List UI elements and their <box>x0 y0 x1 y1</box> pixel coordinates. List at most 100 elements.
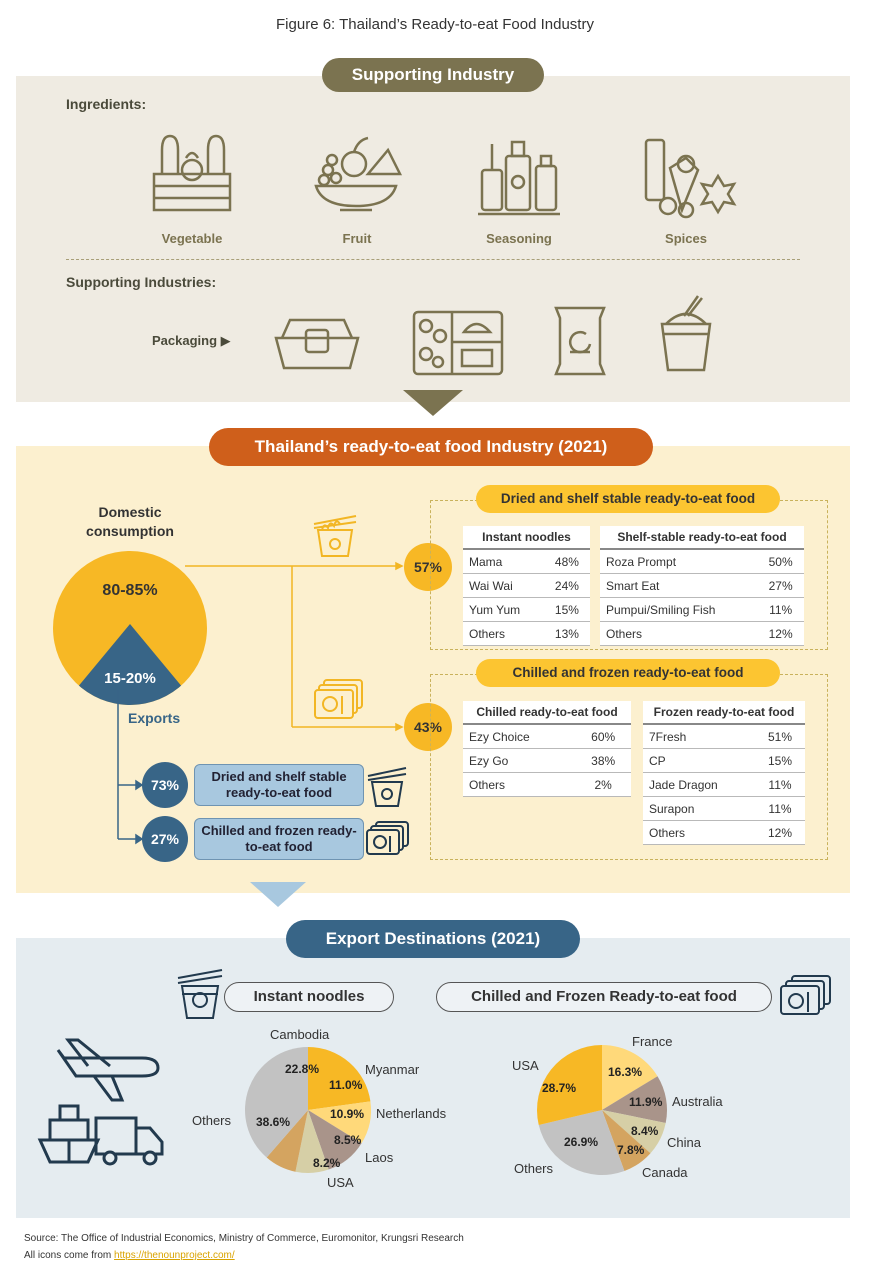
section-divider <box>66 259 800 260</box>
dried-title: Dried and shelf stable ready-to-eat food <box>476 485 780 513</box>
export-value: 15-20% <box>104 670 156 687</box>
pie1-label-laos: Laos <box>365 1150 394 1165</box>
pie1-label-others: Others <box>192 1113 232 1128</box>
export-chilled-label: Chilled and frozen ready-to-eat food <box>194 818 364 860</box>
pie2-value-others: 26.9% <box>564 1135 599 1149</box>
pie2-label-others: Others <box>514 1161 554 1176</box>
airplane-icon <box>56 1038 160 1102</box>
pie2-label-china: China <box>667 1135 701 1150</box>
spices-icon <box>644 138 737 219</box>
food-box-icon <box>274 318 360 370</box>
figure-title: Figure 6: Thailand’s Ready-to-eat Food I… <box>276 16 594 33</box>
pie1-label-netherlands: Netherlands <box>376 1106 447 1121</box>
table-row: Ezy Go 38% <box>463 748 631 773</box>
chilled-share-bubble: 43% <box>404 703 452 751</box>
table-row: Smart Eat 27% <box>600 573 804 598</box>
truck-icon <box>94 1116 164 1166</box>
pie2-slice-france <box>602 1045 658 1110</box>
pie2-slice-canada <box>602 1110 651 1172</box>
pie2-slice-usa <box>536 1045 602 1125</box>
export-header: Export Destinations (2021) <box>286 920 580 958</box>
seasoning-bottles-icon <box>478 140 560 216</box>
down-arrow-blue <box>250 882 306 907</box>
vegetable-crate-icon <box>152 134 232 212</box>
pie1-value-myanmar: 11.0% <box>329 1078 363 1092</box>
table-header: Chilled ready-to-eat food <box>463 701 631 725</box>
table-row: Surapon 11% <box>643 796 805 821</box>
pie1-slice-usa <box>266 1110 308 1172</box>
domestic-value: 80-85% <box>102 582 158 599</box>
packaging-label: Packaging ▶ <box>152 333 231 348</box>
instant-noodles-pill: Instant noodles <box>224 982 394 1012</box>
exports-label: Exports <box>128 710 181 726</box>
table-row: Mama 48% <box>463 549 590 574</box>
pie1-label-cambodia: Cambodia <box>270 1027 330 1042</box>
icons-credit-link[interactable]: https://thenounproject.com/ <box>114 1250 235 1261</box>
pie1-label-usa: USA <box>327 1175 354 1190</box>
transport-icon <box>37 1038 164 1166</box>
table-row: Others 12% <box>600 621 804 646</box>
pie1-value-laos: 8.5% <box>334 1133 362 1147</box>
pie2-label-usa: USA <box>512 1058 539 1073</box>
noodle-cup-blue-icon <box>367 767 407 807</box>
table-header: Shelf-stable ready-to-eat food <box>600 526 804 550</box>
icons-credit: All icons come from https://thenounproje… <box>24 1250 235 1261</box>
shelf-stable-table: Shelf-stable ready-to-eat food Roza Prom… <box>600 526 804 646</box>
pie1-slice-cambodia <box>308 1047 371 1110</box>
pie2-value-usa: 28.7% <box>542 1081 577 1095</box>
chilled-title: Chilled and frozen ready-to-eat food <box>476 659 780 687</box>
pie1-slice-others <box>245 1047 308 1158</box>
noodle-cup-export-icon <box>177 969 223 1019</box>
export-dried-share: 73% <box>142 762 188 808</box>
frozen-tray-blue-icon <box>366 821 409 855</box>
supporting-industry-header: Supporting Industry <box>322 58 544 92</box>
pie1-value-cambodia: 22.8% <box>285 1062 320 1076</box>
table-row: Others 13% <box>463 621 590 646</box>
pie2-value-australia: 11.9% <box>629 1095 663 1109</box>
pie2-value-china: 8.4% <box>631 1124 659 1138</box>
table-row: Pumpui/Smiling Fish 11% <box>600 597 804 622</box>
ingredient-label-seasoning: Seasoning <box>486 231 552 246</box>
pie2-value-canada: 7.8% <box>617 1143 645 1157</box>
table-row: Roza Prompt 50% <box>600 549 804 574</box>
pie1-value-others: 38.6% <box>256 1115 291 1129</box>
pie2-label-australia: Australia <box>672 1094 723 1109</box>
pie2-label-canada: Canada <box>642 1165 688 1180</box>
pie2-label-france: France <box>632 1034 673 1049</box>
pie2-slice-others <box>538 1110 625 1175</box>
noodle-cup-icon <box>660 295 712 372</box>
table-row: CP 15% <box>643 748 805 773</box>
table-row: Yum Yum 15% <box>463 597 590 622</box>
ingredient-label-fruit: Fruit <box>342 231 372 246</box>
frozen-tray-export-icon <box>780 975 831 1015</box>
pie2-value-france: 16.3% <box>608 1065 643 1079</box>
dried-share-bubble: 57% <box>404 543 452 591</box>
ingredient-label-spices: Spices <box>665 231 707 246</box>
pie2-slice-china <box>602 1110 666 1154</box>
fruit-bowl-icon <box>314 136 403 212</box>
supporting-industry-panel <box>16 76 850 402</box>
table-row: Others 2% <box>463 772 631 797</box>
table-header: Instant noodles <box>463 526 590 550</box>
table-row: 7Fresh 51% <box>643 724 805 749</box>
pie1-value-netherlands: 10.9% <box>330 1107 365 1121</box>
export-dried-label: Dried and shelf stable ready-to-eat food <box>194 764 364 806</box>
table-row: Wai Wai 24% <box>463 573 590 598</box>
export-chilled-share: 27% <box>142 816 188 862</box>
pie1-slice-laos <box>295 1110 329 1173</box>
pie2-slice-australia <box>602 1076 667 1123</box>
instant-noodles-table: Instant noodles Mama 48% Wai Wai 24% Yum Y… <box>463 526 590 646</box>
pie1-label-myanmar: Myanmar <box>365 1062 420 1077</box>
ingredients-label: Ingredients: <box>66 96 147 112</box>
ship-icon <box>37 1104 101 1164</box>
bento-tray-icon <box>412 310 504 376</box>
pie1-value-usa: 8.2% <box>313 1156 341 1170</box>
source-text: Source: The Office of Industrial Economi… <box>24 1233 464 1244</box>
snack-bag-icon <box>554 306 606 376</box>
frozen-table: Frozen ready-to-eat food 7Fresh 51% CP 15%… <box>643 701 805 845</box>
chilled-frozen-pill: Chilled and Frozen Ready-to-eat food <box>436 982 772 1012</box>
noodle-cup-orange-icon <box>313 515 357 557</box>
chilled-table: Chilled ready-to-eat food Ezy Choice 60% … <box>463 701 631 797</box>
